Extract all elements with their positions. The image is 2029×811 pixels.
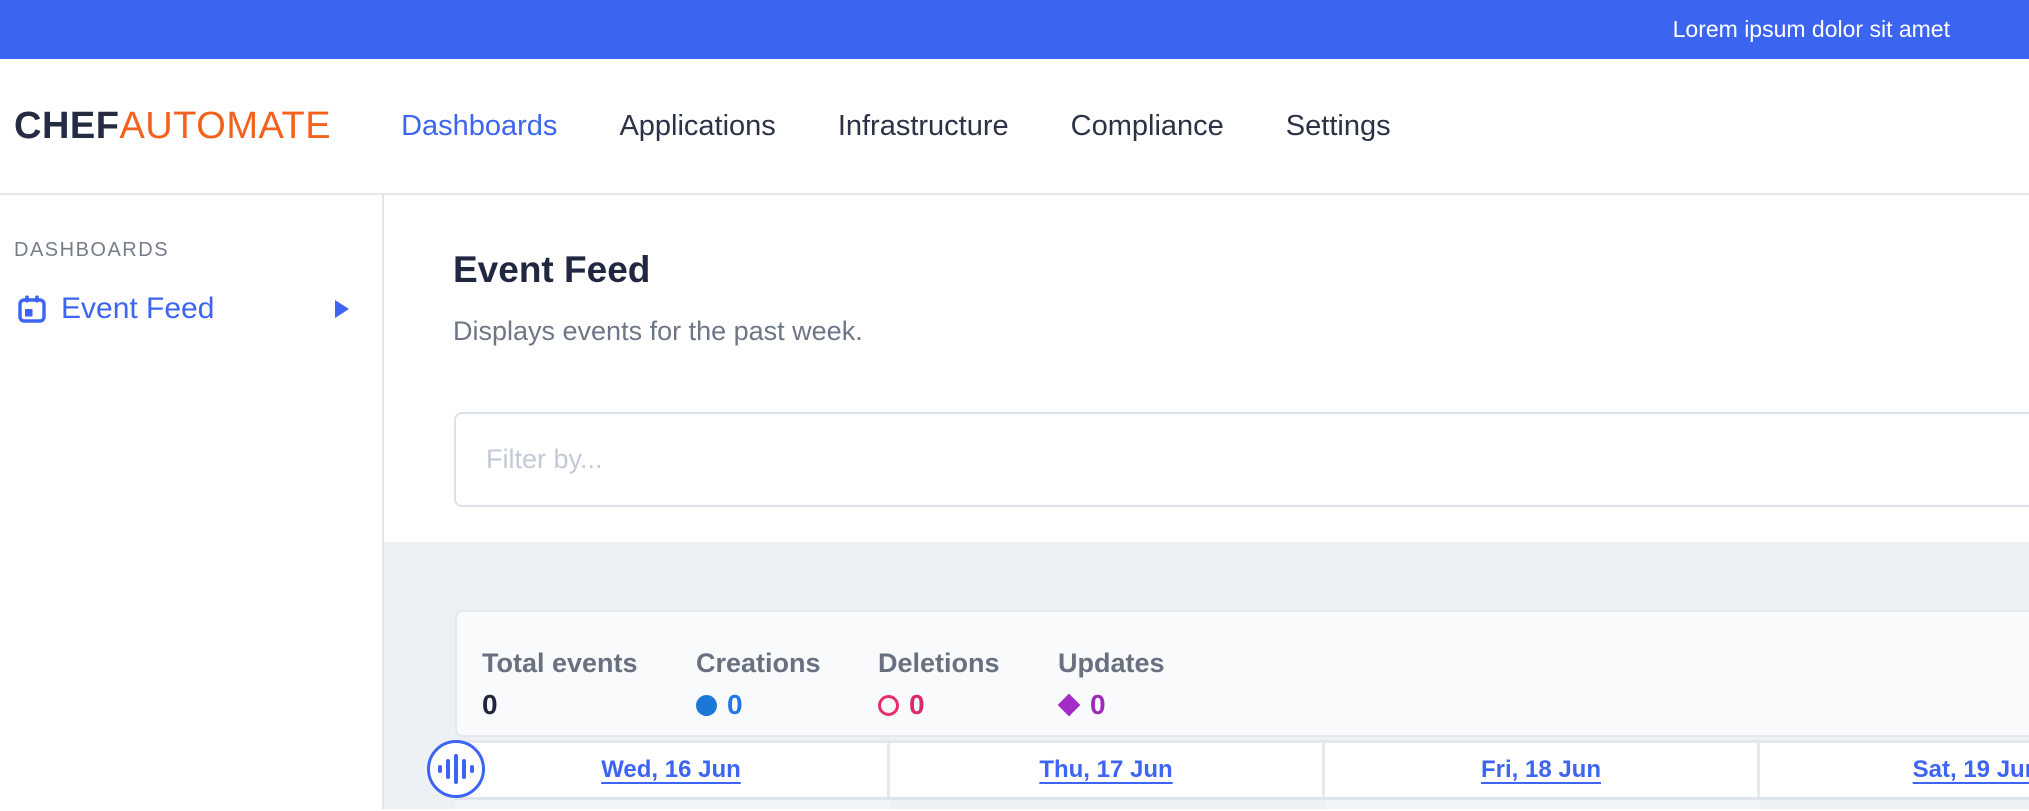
chef-automate-logo[interactable]: CHEFAUTOMATE bbox=[14, 105, 331, 148]
events-section: Total events 0 Creations 0 Deletions bbox=[384, 542, 2029, 809]
day-link-sat[interactable]: Sat, 19 Jun bbox=[1912, 756, 2029, 783]
nav-item-compliance[interactable]: Compliance bbox=[1070, 109, 1224, 142]
stat-deletions: Deletions 0 bbox=[878, 648, 1058, 735]
day-column bbox=[1760, 800, 2029, 809]
stat-creations: Creations 0 bbox=[696, 648, 878, 735]
timeline-day-header: Wed, 16 Jun Thu, 17 Jun Fri, 18 Jun Sat,… bbox=[455, 740, 2029, 800]
stat-label: Deletions bbox=[878, 648, 1000, 678]
updates-diamond-icon bbox=[1057, 693, 1081, 717]
app-header: CHEFAUTOMATE Dashboards Applications Inf… bbox=[0, 59, 2029, 195]
stat-value: 0 bbox=[909, 689, 925, 720]
sidebar-item-label: Event Feed bbox=[61, 292, 215, 325]
main-nav: Dashboards Applications Infrastructure C… bbox=[401, 110, 1391, 143]
stat-label: Updates bbox=[1058, 648, 1165, 678]
creations-dot-icon bbox=[696, 694, 717, 716]
page-description: Displays events for the past week. bbox=[453, 316, 863, 346]
stat-updates: Updates 0 bbox=[1057, 648, 1165, 735]
calendar-icon bbox=[18, 295, 46, 323]
day-cell: Fri, 18 Jun bbox=[1325, 743, 1760, 797]
stat-label: Creations bbox=[696, 648, 821, 678]
day-cell: Wed, 16 Jun bbox=[455, 743, 890, 797]
logo-automate-text: AUTOMATE bbox=[119, 104, 332, 147]
sidebar-item-event-feed[interactable]: Event Feed bbox=[0, 288, 382, 330]
event-stats-card: Total events 0 Creations 0 Deletions bbox=[455, 610, 2029, 737]
stat-value: 0 bbox=[727, 689, 743, 720]
day-link-thu[interactable]: Thu, 17 Jun bbox=[1039, 756, 1173, 783]
deletions-ring-icon bbox=[878, 694, 899, 716]
day-column bbox=[1325, 800, 1760, 809]
stat-total-events: Total events 0 bbox=[482, 648, 696, 735]
day-cell: Thu, 17 Jun bbox=[890, 743, 1325, 797]
filter-input[interactable] bbox=[454, 412, 2029, 507]
main-content: Event Feed Displays events for the past … bbox=[384, 195, 2029, 809]
day-link-fri[interactable]: Fri, 18 Jun bbox=[1480, 756, 1602, 783]
stat-label: Total events bbox=[482, 648, 638, 678]
stat-value: 0 bbox=[482, 689, 498, 720]
app-body: DASHBOARDS Event Feed Event Feed Display… bbox=[0, 195, 2029, 809]
day-cell: Sat, 19 Jun bbox=[1760, 743, 2029, 797]
day-column bbox=[890, 800, 1325, 809]
sidebar: DASHBOARDS Event Feed bbox=[0, 195, 384, 809]
stat-value: 0 bbox=[1090, 689, 1106, 720]
announcement-banner: Lorem ipsum dolor sit amet bbox=[0, 0, 2029, 59]
nav-item-infrastructure[interactable]: Infrastructure bbox=[837, 109, 1009, 142]
guitar-strings-icon[interactable] bbox=[427, 740, 485, 798]
logo-chef-text: CHEF bbox=[14, 104, 120, 147]
timeline-body bbox=[455, 800, 2029, 809]
day-column bbox=[455, 800, 890, 809]
page-title: Event Feed bbox=[453, 249, 651, 290]
nav-item-applications[interactable]: Applications bbox=[619, 109, 776, 142]
banner-message: Lorem ipsum dolor sit amet bbox=[1672, 16, 1950, 42]
nav-item-dashboards[interactable]: Dashboards bbox=[401, 109, 558, 142]
chevron-right-icon[interactable] bbox=[335, 300, 349, 318]
day-link-wed[interactable]: Wed, 16 Jun bbox=[601, 756, 741, 783]
nav-item-settings[interactable]: Settings bbox=[1285, 109, 1391, 142]
sidebar-section-title: DASHBOARDS bbox=[14, 239, 170, 261]
